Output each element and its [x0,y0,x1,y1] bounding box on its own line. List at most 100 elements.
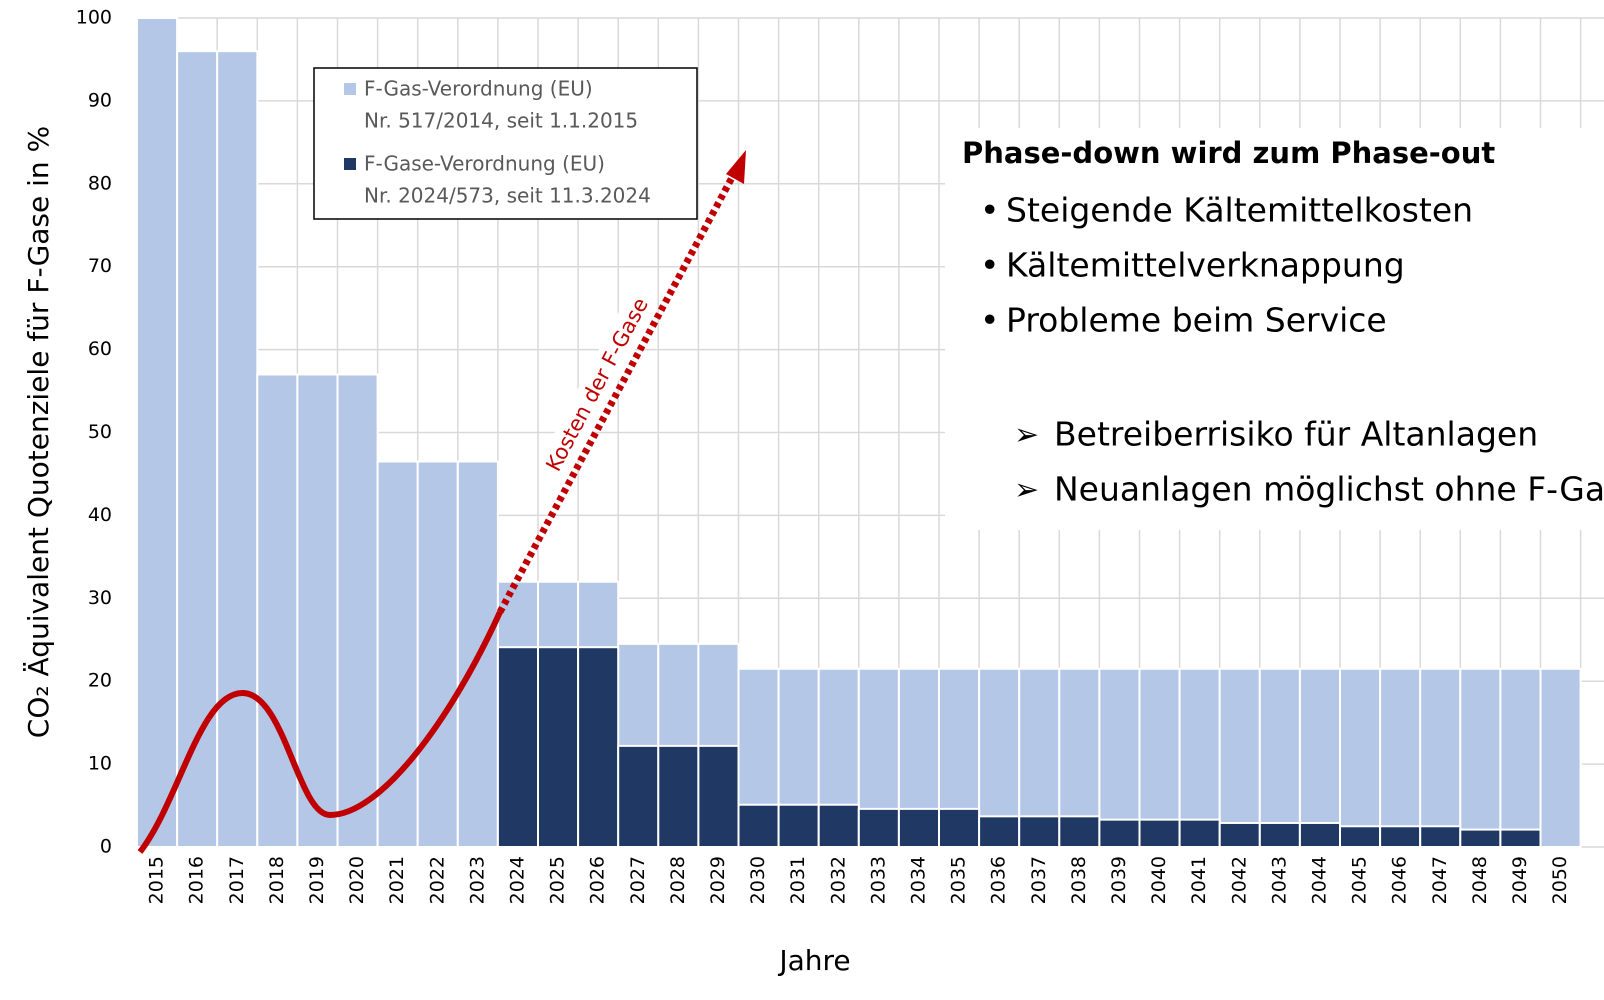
x-tick-label: 2043 [1268,856,1290,904]
bar [336,373,379,848]
x-tick-label: 2046 [1389,856,1411,904]
bar [1339,667,1382,849]
bars [136,17,1582,849]
x-tick-label: 2015 [146,856,168,904]
x-tick-label: 2039 [1108,856,1130,904]
x-tick-label: 2017 [226,856,248,904]
bar [1419,667,1462,849]
cost-curve [137,610,503,854]
bar [1459,828,1502,849]
legend-label: Nr. 517/2014, seit 1.1.2015 [364,109,638,133]
bullet-text: Kältemittelverknappung [1006,246,1405,285]
bar [577,646,620,848]
bar [136,17,179,848]
arrow-bullet: ➢ [1014,418,1039,453]
bar [657,744,700,848]
bar [978,815,1021,849]
legend-label: F-Gase-Verordnung (EU) [364,152,605,176]
bar [296,373,339,848]
x-tick-label: 2047 [1429,856,1451,904]
x-tick-label: 2026 [587,856,609,904]
bar [1499,667,1542,849]
bar [1218,667,1261,849]
bullet: • [980,246,999,285]
arrow-head [726,150,746,184]
bar [1379,667,1422,849]
x-tick-label: 2045 [1349,856,1371,904]
x-tick-label: 2021 [386,856,408,904]
bullet: • [980,301,999,340]
bar [1218,821,1261,848]
bar [416,460,459,848]
bar [1379,825,1422,849]
x-tick-label: 2025 [547,856,569,904]
legend-label: F-Gas-Verordnung (EU) [364,77,593,101]
arrow-label-bg [539,293,657,477]
y-tick-label: 80 [88,172,112,194]
x-tick-label: 2034 [907,856,929,904]
legend-swatch [344,158,356,170]
cost-arrow [496,168,740,614]
x-tick-label: 2018 [266,856,288,904]
bar [1258,667,1301,849]
conclusion-text: Neuanlagen möglichst ohne F-Gase [1054,470,1604,509]
bar [1178,667,1221,849]
y-tick-label: 20 [88,670,112,692]
bar [1098,818,1141,849]
bar [1058,815,1101,849]
x-axis-title: Jahre [777,944,850,977]
bar [697,744,740,848]
legend-swatch [344,83,356,95]
bar [737,803,780,849]
x-tick-label: 2040 [1148,856,1170,904]
y-tick-label: 40 [88,504,112,526]
x-tick-label: 2036 [988,856,1010,904]
bar [857,807,900,849]
bullet: • [980,191,999,230]
y-tick-label: 100 [76,7,112,29]
x-tick-label: 2035 [948,856,970,904]
bar [176,50,219,849]
bar [1098,667,1141,849]
y-axis-title: CO₂ Äquivalent Quotenziele für F-Gase in… [22,126,55,738]
x-tick-label: 2023 [466,856,488,904]
x-tick-label: 2029 [707,856,729,904]
bar [537,646,580,848]
bar [256,373,299,848]
x-tick-label: 2038 [1068,856,1090,904]
heading: Phase-down wird zum Phase-out [962,136,1495,170]
y-tick-label: 70 [88,255,112,277]
y-tick-label: 10 [88,753,112,775]
text-box [945,128,1604,530]
x-tick-label: 2028 [667,856,689,904]
bar [1339,825,1382,849]
x-tick-label: 2022 [426,856,448,904]
bullet-text: Probleme beim Service [1006,301,1387,340]
bar [897,807,941,849]
x-tick-label: 2020 [346,856,368,904]
x-tick-label: 2030 [747,856,769,904]
x-tick-label: 2032 [827,856,849,904]
y-tick-label: 30 [88,587,112,609]
bar [777,803,820,849]
x-tick-label: 2016 [186,856,208,904]
x-tick-label: 2044 [1308,856,1330,904]
x-tick-label: 2042 [1228,856,1250,904]
bar [1419,825,1462,849]
bar [1539,667,1582,849]
bar [1298,667,1342,849]
bar [1018,815,1061,849]
bar [817,803,860,849]
conclusion-text: Betreiberrisiko für Altanlagen [1054,415,1538,454]
bar [1298,821,1342,848]
legend-box [313,67,698,220]
bar [1178,818,1221,849]
bar [938,807,981,849]
x-tick-label: 2031 [787,856,809,904]
y-tick-label: 90 [88,89,112,111]
y-tick-label: 60 [88,338,112,360]
x-tick-label: 2037 [1028,856,1050,904]
y-tick-label: 0 [100,836,112,858]
